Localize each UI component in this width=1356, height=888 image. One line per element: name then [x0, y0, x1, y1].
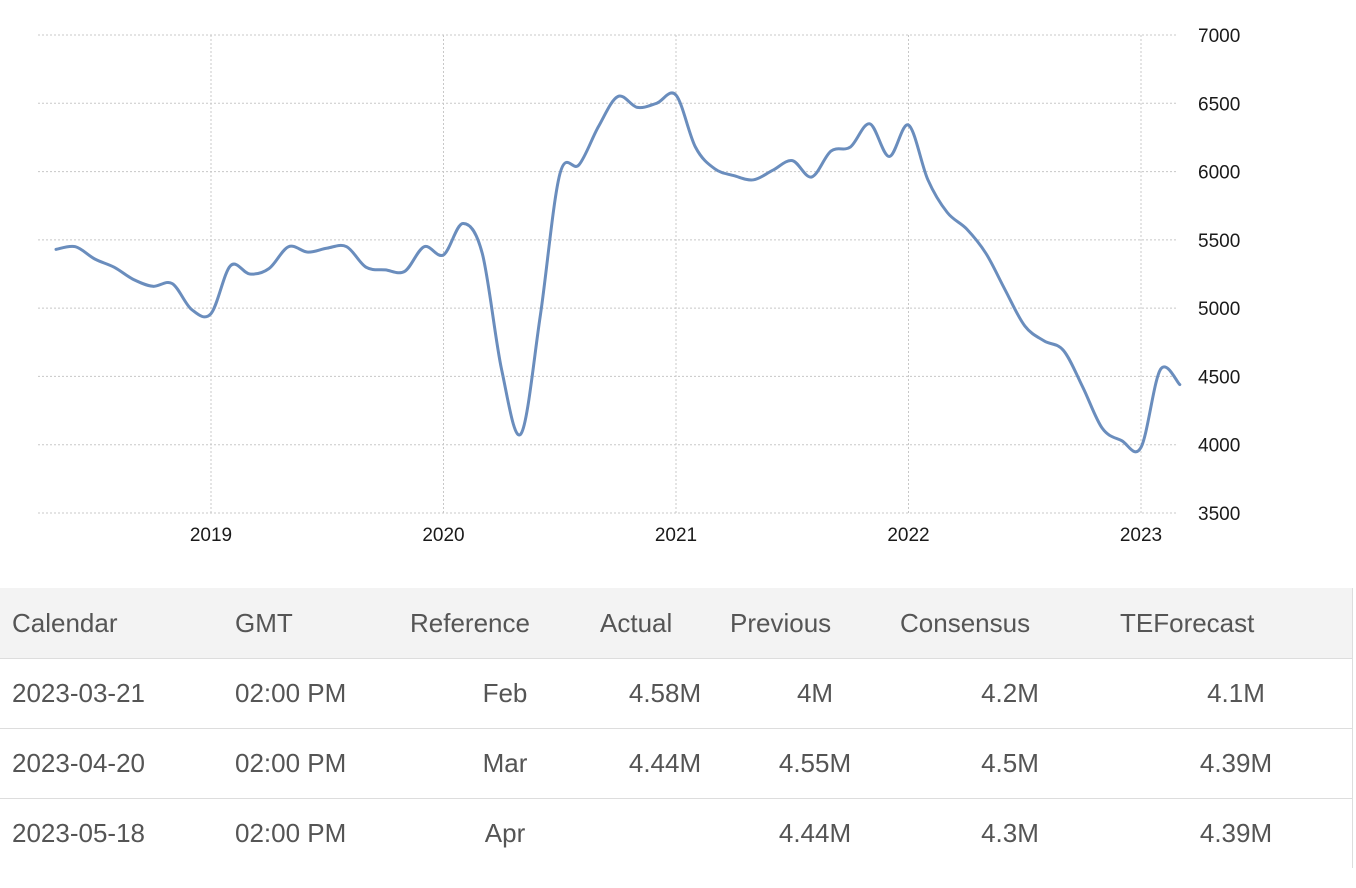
line-chart: 3500 4000 4500 5000 5500 6000 6500 7000 2019 2020…: [38, 26, 1240, 546]
cell-consensus: 4.2M: [900, 658, 1120, 729]
cell-reference: Feb: [410, 658, 600, 729]
header-consensus[interactable]: Consensus: [900, 588, 1120, 659]
cell-consensus: 4.3M: [981, 818, 1039, 848]
cell-consensus: 4.5M: [900, 728, 1120, 799]
y-tick-label: 5500: [1198, 231, 1240, 252]
cell-gmt: 02:00 PM: [235, 818, 347, 848]
y-tick-label: 6500: [1198, 94, 1240, 115]
x-tick-label: 2020: [422, 525, 464, 546]
cell-gmt: 02:00 PM: [215, 658, 410, 729]
cell-gmt: 02:00 PM: [215, 728, 410, 799]
cell-actual: [600, 799, 730, 869]
header-previous[interactable]: Previous: [730, 588, 900, 659]
y-tick-label: 5000: [1198, 299, 1240, 320]
x-tick-label: 2022: [887, 525, 929, 546]
y-tick-label: 6000: [1198, 163, 1240, 184]
cell-reference: Apr: [484, 818, 526, 848]
table-row: 2023-04-20 02:00 PM Mar 4.44M 4.55M 4.5M…: [0, 728, 1352, 799]
calendar-table: Calendar GMT Reference Actual Previous C…: [0, 588, 1352, 868]
cell-actual: 4.58M: [600, 658, 730, 729]
series-line: [54, 91, 1182, 454]
cell-previous: 4.55M: [730, 728, 900, 799]
cell-actual: 4.44M: [600, 728, 730, 799]
y-tick-label: 4500: [1198, 367, 1240, 388]
y-tick-label: 4000: [1198, 436, 1240, 457]
header-teforecast[interactable]: TEForecast: [1120, 588, 1352, 659]
table-row: 2023-05-18 02:00 PM Apr 4.44M 4.3M 4.39M: [0, 799, 1352, 869]
cell-calendar: 2023-04-20: [0, 728, 215, 799]
cell-previous: 4M: [730, 658, 900, 729]
cell-calendar: 2023-03-21: [0, 658, 215, 729]
header-actual[interactable]: Actual: [600, 588, 730, 659]
cell-previous: 4.44M: [778, 818, 852, 848]
cell-calendar: 2023-05-18: [12, 818, 145, 848]
y-tick-label: 3500: [1198, 504, 1240, 525]
x-tick-label: 2021: [655, 525, 697, 546]
table-border: [1352, 588, 1353, 868]
header-calendar[interactable]: Calendar: [0, 588, 215, 659]
y-tick-label: 7000: [1198, 26, 1240, 47]
cell-teforecast: 4.39M: [1120, 728, 1352, 799]
chart-area: 3500 4000 4500 5000 5500 6000 6500 7000 2019 2020…: [38, 26, 1240, 546]
header-reference[interactable]: Reference: [410, 588, 600, 659]
cell-teforecast: 4.1M: [1120, 658, 1352, 729]
cell-teforecast: 4.39M: [1199, 818, 1273, 848]
cell-reference: Mar: [410, 728, 600, 799]
x-tick-label: 2019: [190, 525, 232, 546]
header-gmt[interactable]: GMT: [215, 588, 410, 659]
x-tick-label: 2023: [1120, 525, 1162, 546]
table-header-row: Calendar GMT Reference Actual Previous C…: [0, 588, 1352, 659]
table-row: 2023-03-21 02:00 PM Feb 4.58M 4M 4.2M 4.…: [0, 658, 1352, 729]
